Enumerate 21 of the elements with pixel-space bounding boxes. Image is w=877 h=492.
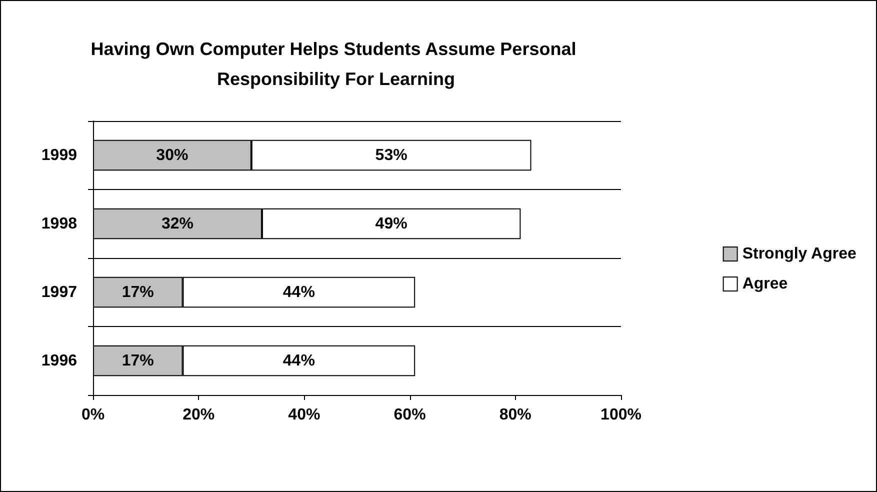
data-label: 49% [375,215,408,232]
data-label: 17% [122,284,154,301]
data-label: 17% [122,352,154,370]
data-label: 44% [282,284,315,301]
x-tick-label: 100% [600,406,642,424]
chart-title: Having Own Computer Helps Students Assume Personal Responsibility For Learning [90,39,582,89]
data-label: 30% [156,146,188,164]
x-tick-label: 40% [288,406,320,424]
y-tick-label: 1998 [41,215,78,232]
legend-label: Strongly Agree [742,246,857,262]
x-tick-label: 60% [394,406,426,424]
x-tick-label: 80% [499,406,532,424]
y-tick-label: 1996 [41,352,78,370]
data-label: 44% [282,352,315,370]
data-label: 53% [375,146,408,164]
y-tick-label: 1997 [41,284,78,301]
y-tick-label: 1999 [41,146,78,164]
data-label: 32% [161,215,194,232]
x-tick-label: 0% [81,406,105,424]
x-tick-label: 20% [182,406,215,424]
legend-label: Agree [742,276,788,292]
